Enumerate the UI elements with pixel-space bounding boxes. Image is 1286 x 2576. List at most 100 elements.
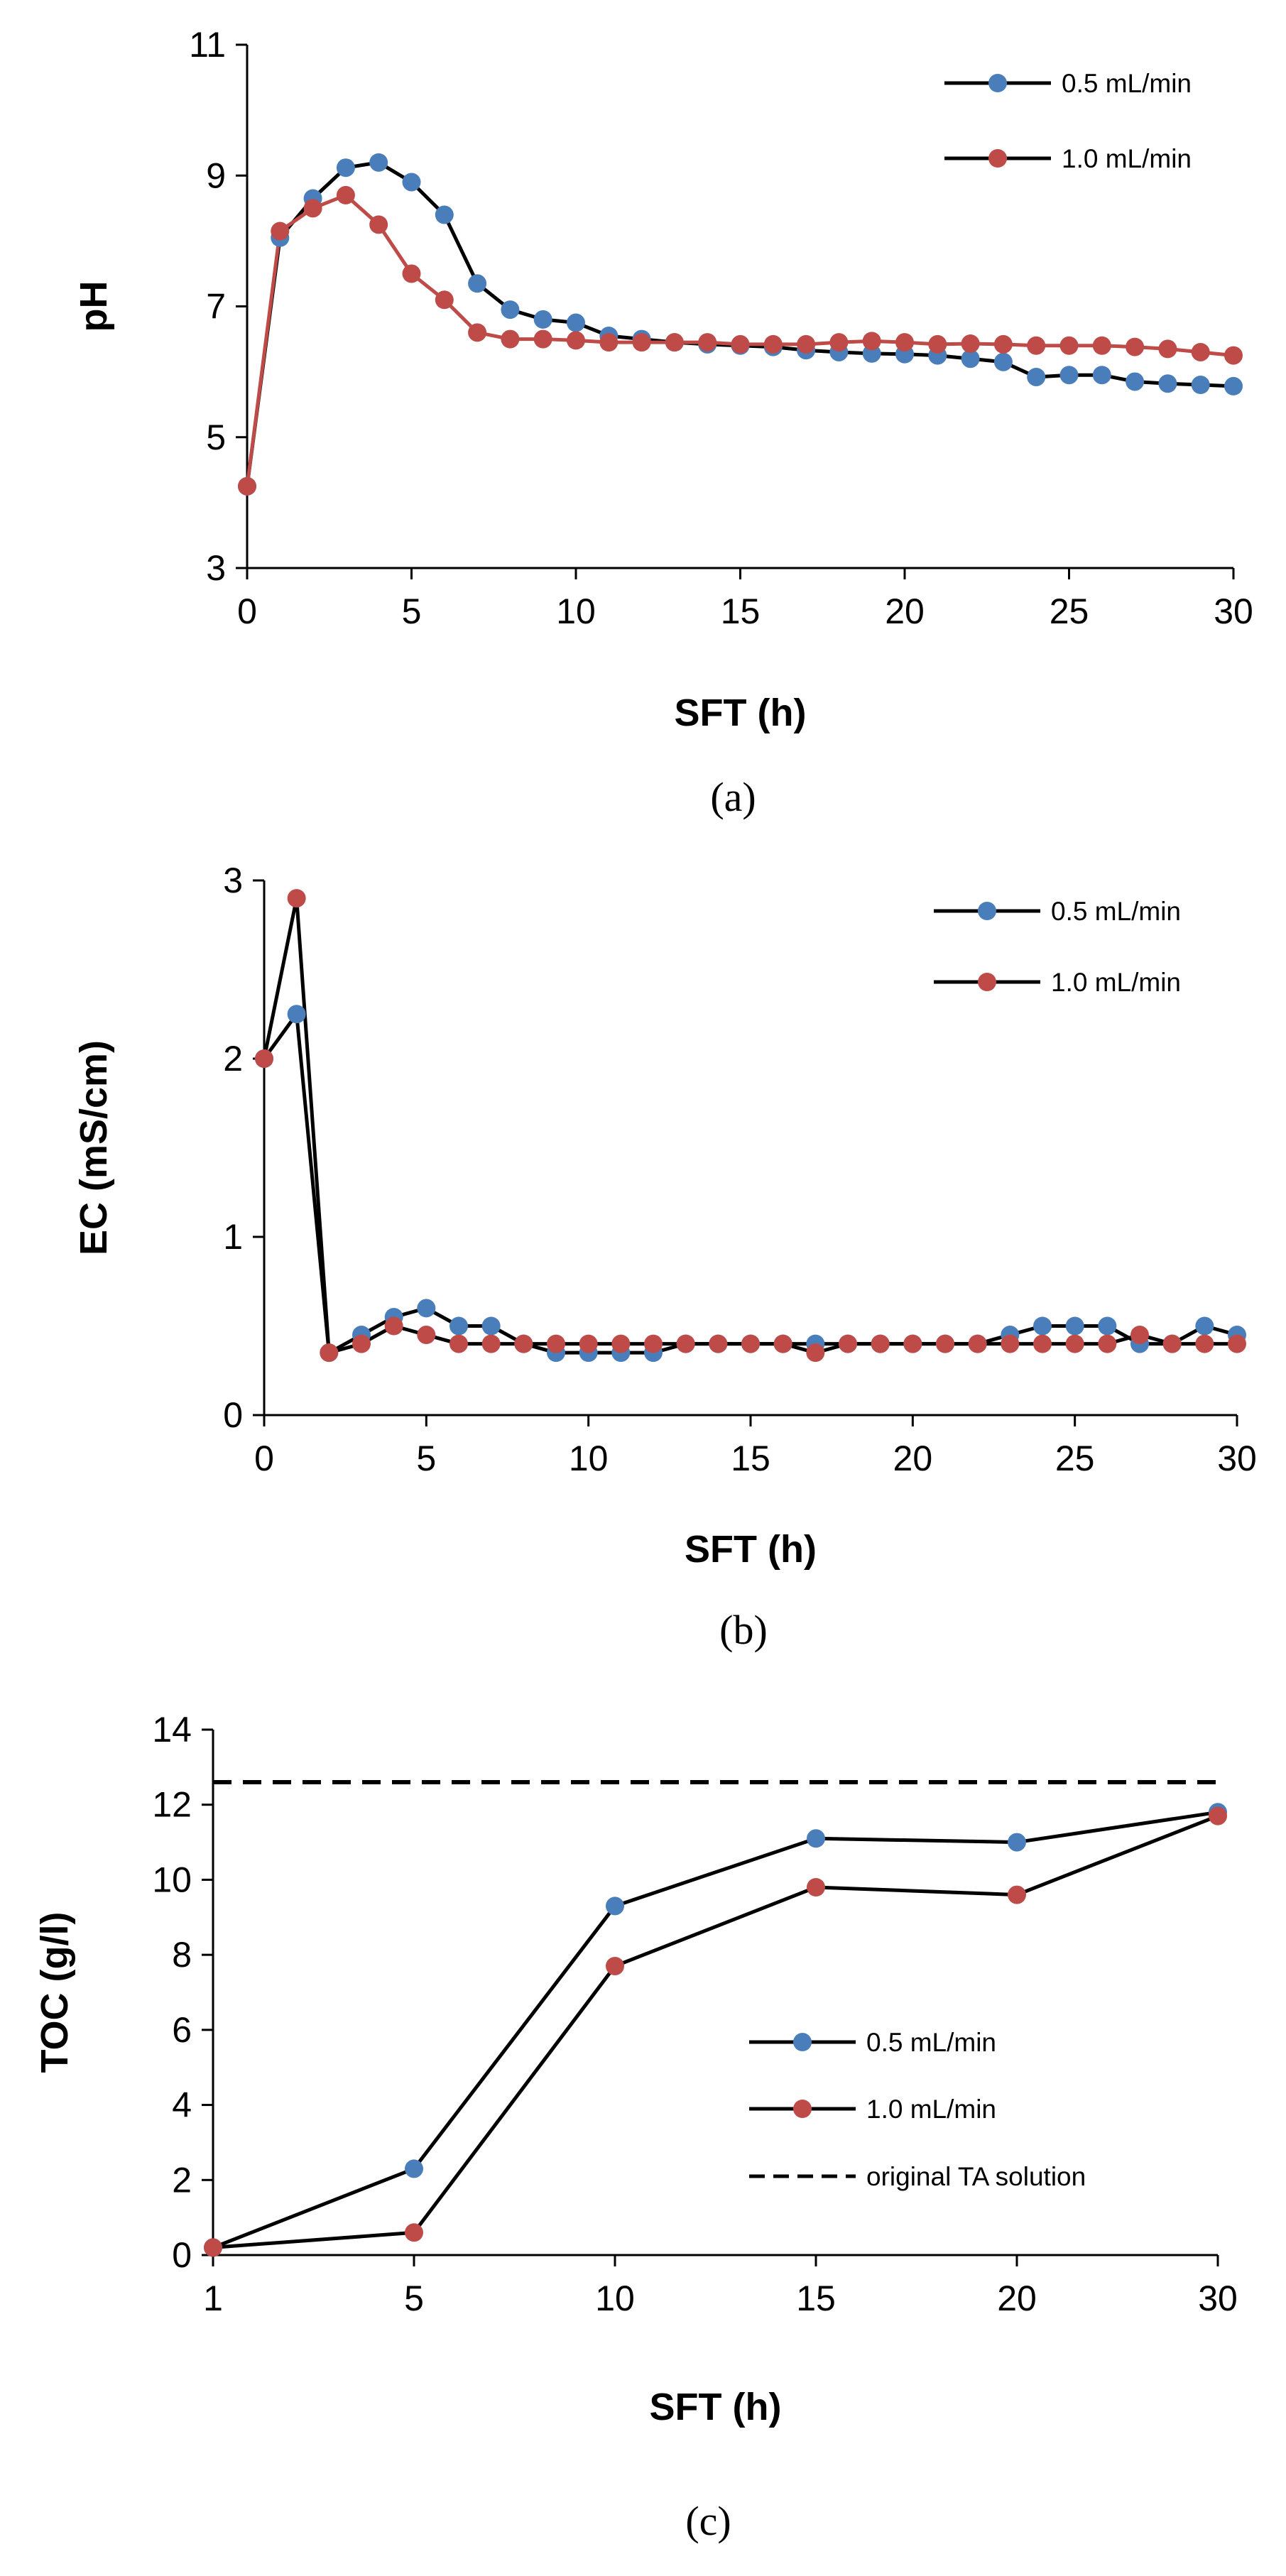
data-point-series-2 (1027, 336, 1046, 355)
x-axis-title: SFT (h) (685, 1528, 817, 1571)
data-point-series-2 (698, 333, 717, 352)
x-tick-label: 10 (569, 1439, 609, 1478)
data-point-series-2 (287, 889, 306, 908)
y-tick-label: 11 (189, 25, 226, 65)
data-point-series-2 (384, 1316, 403, 1336)
data-point-series-1 (1008, 1833, 1026, 1852)
data-point-series-2 (839, 1334, 857, 1353)
y-tick-label: 14 (152, 1710, 192, 1750)
caption: (c) (685, 2498, 731, 2544)
x-tick-label: 1 (203, 2278, 223, 2318)
y-tick-label: 2 (172, 2160, 192, 2200)
legend-label: 0.5 mL/min (866, 2028, 996, 2057)
series-line-2 (262, 896, 1237, 1355)
data-point-series-2 (1059, 336, 1079, 355)
series-line-1 (212, 1810, 1219, 2249)
x-tick-label: 20 (885, 591, 925, 631)
series-line-1 (245, 160, 1234, 487)
data-point-series-2 (481, 1334, 501, 1353)
data-point-series-2 (255, 1049, 273, 1068)
data-point-series-2 (1098, 1334, 1117, 1353)
data-point-series-1 (287, 1005, 306, 1024)
data-point-series-2 (936, 1334, 954, 1353)
x-tick-label: 20 (893, 1439, 933, 1478)
legend-label: 1.0 mL/min (866, 2095, 996, 2124)
x-tick-label: 10 (595, 2278, 635, 2318)
data-point-series-2 (644, 1334, 663, 1353)
legend-label: 0.5 mL/min (1062, 69, 1192, 98)
y-tick-label: 8 (172, 1935, 192, 1975)
data-point-series-2 (903, 1334, 922, 1353)
x-tick-label: 10 (556, 591, 596, 631)
x-tick-label: 15 (721, 591, 761, 631)
data-point-series-1 (1027, 367, 1046, 386)
data-point-series-2 (320, 1343, 339, 1363)
data-point-series-1 (481, 1316, 501, 1336)
data-point-series-2 (763, 334, 783, 354)
data-point-series-2 (1126, 337, 1145, 356)
data-point-series-2 (773, 1334, 792, 1353)
data-point-series-1 (1033, 1316, 1052, 1336)
data-point-series-1 (533, 310, 552, 329)
y-axis-title: TOC (g/l) (33, 1912, 76, 2073)
data-point-series-2 (1209, 1806, 1227, 1825)
data-point-series-2 (968, 1334, 987, 1353)
data-point-series-2 (533, 329, 552, 349)
legend-marker (793, 2100, 812, 2118)
data-point-series-2 (895, 333, 914, 352)
data-point-series-2 (928, 334, 947, 354)
data-point-series-2 (369, 215, 388, 234)
data-point-series-1 (1195, 1316, 1214, 1336)
y-tick-label: 12 (152, 1785, 192, 1825)
data-point-series-2 (1130, 1326, 1149, 1345)
x-tick-label: 0 (254, 1439, 274, 1478)
series-line-2 (212, 1814, 1219, 2249)
legend-label: original TA solution (866, 2162, 1086, 2191)
data-point-series-2 (599, 333, 619, 352)
x-tick-label: 0 (237, 591, 257, 631)
y-tick-label: 0 (223, 1395, 243, 1435)
caption: (b) (719, 1607, 768, 1653)
data-point-series-1 (1065, 1316, 1084, 1336)
data-point-series-2 (676, 1334, 695, 1353)
x-tick-label: 30 (1217, 1439, 1257, 1478)
data-point-series-2 (1162, 1334, 1182, 1353)
data-point-series-1 (1191, 376, 1210, 395)
data-point-series-2 (741, 1334, 760, 1353)
caption: (a) (710, 774, 756, 820)
data-point-series-2 (1195, 1334, 1214, 1353)
y-tick-label: 6 (172, 2010, 192, 2050)
x-tick-label: 20 (997, 2278, 1037, 2318)
data-point-series-2 (871, 1334, 890, 1353)
data-point-series-1 (468, 274, 487, 293)
x-tick-label: 30 (1198, 2278, 1238, 2318)
data-point-series-1 (807, 1829, 825, 1848)
data-point-series-2 (271, 222, 290, 241)
data-point-series-2 (352, 1334, 371, 1353)
data-point-series-1 (402, 173, 421, 192)
data-point-series-2 (797, 334, 816, 354)
legend-marker (793, 2033, 812, 2051)
data-point-series-2 (665, 333, 684, 352)
series-line-1 (262, 1012, 1238, 1355)
data-point-series-1 (1224, 376, 1243, 395)
y-tick-label: 9 (206, 155, 226, 195)
x-tick-label: 15 (731, 1439, 770, 1478)
x-tick-label: 5 (402, 591, 422, 631)
data-point-series-1 (369, 153, 388, 172)
x-tick-label: 30 (1214, 591, 1253, 631)
data-point-series-1 (993, 352, 1013, 371)
data-point-series-2 (806, 1343, 825, 1363)
data-point-series-2 (961, 334, 980, 354)
data-point-series-2 (468, 323, 487, 342)
data-point-series-1 (1092, 366, 1111, 385)
x-axis-title: SFT (h) (675, 692, 807, 734)
data-point-series-2 (204, 2238, 222, 2257)
data-point-series-1 (501, 300, 520, 320)
data-point-series-2 (807, 1878, 825, 1896)
legend-marker (988, 74, 1007, 92)
data-point-series-2 (1228, 1334, 1246, 1353)
y-tick-label: 3 (206, 548, 226, 588)
